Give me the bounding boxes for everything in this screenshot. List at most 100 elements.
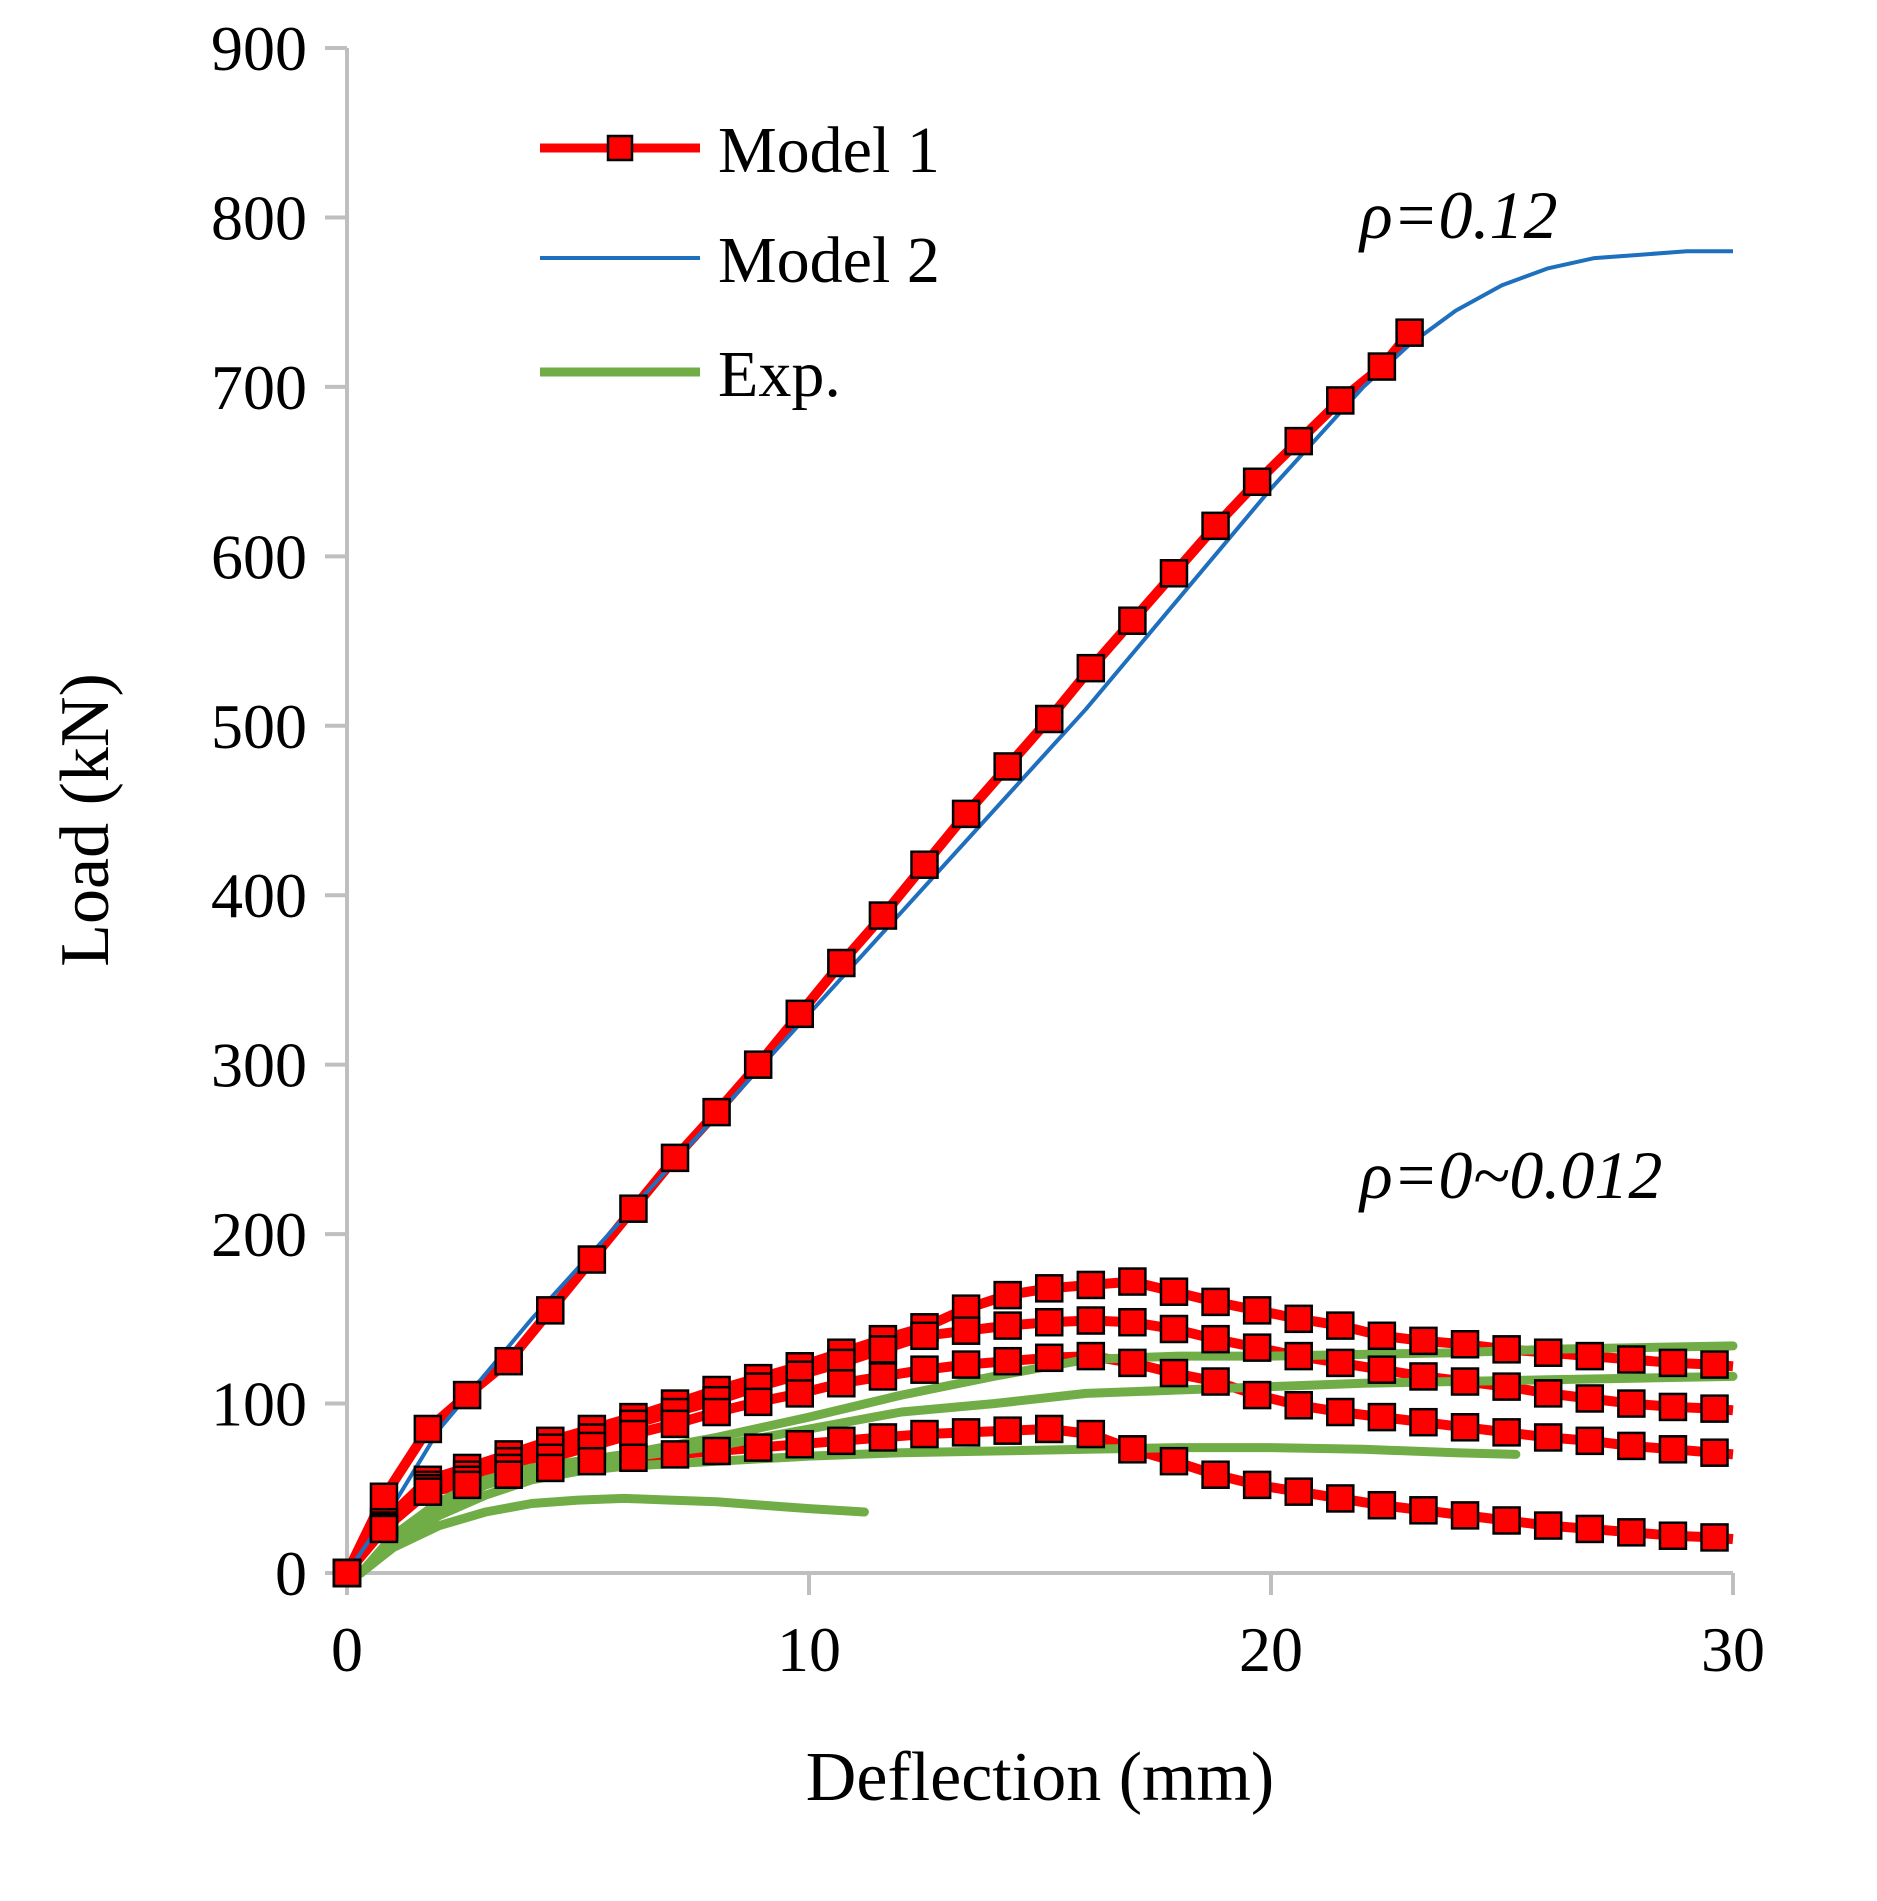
- series-model1-marker: [1492, 1506, 1521, 1535]
- series-model1-marker: [1533, 1511, 1563, 1540]
- series-model1-marker: [743, 1050, 773, 1079]
- series-model1-marker: [702, 1397, 731, 1427]
- series-model1-marker: [1617, 1345, 1646, 1374]
- x-tick-label: 10: [777, 1614, 841, 1685]
- series-model1-marker: [1533, 1338, 1563, 1367]
- series-model1-marker: [536, 1296, 565, 1325]
- series-model1-marker: [743, 1387, 773, 1417]
- series-layer: [332, 249, 1738, 1588]
- series-model1-marker: [660, 1409, 690, 1439]
- series-model1-marker: [993, 1280, 1022, 1310]
- series-model1-marker: [1658, 1521, 1688, 1550]
- y-tick-label: 800: [211, 182, 307, 253]
- series-model1-marker: [1367, 1402, 1397, 1432]
- series-model1-marker: [1242, 1470, 1272, 1500]
- series-model1-marker: [1159, 1358, 1189, 1388]
- series-model1-marker: [827, 1368, 856, 1398]
- series-model1-marker: [1492, 1418, 1521, 1447]
- series-model1-marker: [868, 1335, 898, 1364]
- series-model1-marker: [785, 1379, 815, 1408]
- series-model1-marker: [452, 1470, 482, 1500]
- series-model1-marker: [868, 1423, 898, 1452]
- series-model1-marker: [1450, 1413, 1480, 1442]
- series-model1-marker: [1034, 1307, 1064, 1337]
- series-model1-marker: [494, 1346, 523, 1376]
- series-model1-marker: [827, 948, 856, 978]
- series-model1-marker: [1284, 1304, 1313, 1334]
- series-model1-marker: [1159, 1314, 1189, 1344]
- series-model1-marker: [910, 850, 939, 879]
- series-model1-marker: [619, 1194, 648, 1223]
- series-model1-marker: [1492, 1335, 1521, 1364]
- series-model1-marker: [1700, 1350, 1729, 1379]
- x-axis-title: Deflection (mm): [806, 1739, 1274, 1816]
- series-model1-marker: [1242, 1296, 1272, 1325]
- series-model1-marker: [1492, 1372, 1521, 1401]
- series-model1-marker: [1367, 352, 1397, 381]
- series-model1-marker: [951, 1350, 981, 1379]
- series-model1-marker: [1617, 1518, 1646, 1547]
- series-model1-marker: [1284, 1341, 1313, 1371]
- series-model1-marker: [452, 1380, 482, 1410]
- series-model1-marker: [1076, 1270, 1106, 1300]
- series-model1-marker: [951, 799, 981, 829]
- series-model1-marker: [1367, 1355, 1397, 1384]
- x-tick-label: 0: [331, 1614, 363, 1685]
- series-model1-marker: [369, 1482, 399, 1511]
- series-model1-marker: [413, 1477, 443, 1506]
- series-model1-marker: [785, 1429, 815, 1459]
- series-model1-marker: [1409, 1326, 1438, 1356]
- series-model1-marker: [1076, 1341, 1106, 1371]
- series-model1-marker: [1575, 1384, 1605, 1413]
- series-model1-marker: [1242, 1380, 1272, 1410]
- series-model1-marker: [1284, 1477, 1313, 1506]
- series-model1-marker: [577, 1446, 607, 1476]
- series-model1-marker: [619, 1419, 648, 1449]
- series-model1-marker: [1395, 318, 1424, 347]
- y-tick-label: 0: [275, 1538, 307, 1609]
- series-model1-marker: [660, 1143, 690, 1173]
- series-model1-marker: [1575, 1426, 1605, 1456]
- series-model1-marker: [827, 1426, 856, 1456]
- series-model1-marker: [1450, 1330, 1480, 1359]
- series-model1-marker: [536, 1453, 565, 1483]
- x-tick-label: 30: [1701, 1614, 1765, 1685]
- annotation-rho-high: ρ=0.12: [1358, 177, 1558, 253]
- series-model1-marker: [1700, 1394, 1729, 1423]
- series-model1-marker: [1367, 1490, 1397, 1520]
- series-model1-marker: [1159, 559, 1189, 588]
- series-model1-marker: [1326, 1348, 1355, 1378]
- series-model1-marker: [1409, 1496, 1438, 1525]
- series-model1-marker: [369, 1514, 399, 1544]
- series-model1-marker: [993, 752, 1022, 781]
- series-model1-marker: [1575, 1514, 1605, 1544]
- series-model1-marker: [1700, 1523, 1729, 1552]
- series-model1-marker: [1533, 1379, 1563, 1408]
- y-tick-label: 200: [211, 1199, 307, 1270]
- series-model1-marker: [1409, 1407, 1438, 1437]
- series-model1-marker: [1034, 704, 1064, 734]
- series-model1-marker: [1533, 1423, 1563, 1452]
- legend-label-exp: Exp.: [718, 338, 841, 411]
- legend-marker-model1: [606, 134, 634, 162]
- series-model1-marker: [951, 1316, 981, 1345]
- y-tick-label: 900: [211, 13, 307, 84]
- y-tick-label: 600: [211, 521, 307, 592]
- y-axis-title: Load (kN): [47, 673, 124, 967]
- series-model1-marker: [1034, 1414, 1064, 1444]
- series-model1-marker: [1367, 1321, 1397, 1351]
- series-model1-marker: [1159, 1277, 1189, 1306]
- series-model1-marker: [993, 1346, 1022, 1376]
- series-model1-marker: [1450, 1501, 1480, 1530]
- series-model1-marker: [1118, 1435, 1147, 1464]
- series-model1-marker: [1450, 1367, 1480, 1396]
- series-model1-marker: [1326, 386, 1355, 415]
- legend-label-model1: Model 1: [718, 114, 940, 187]
- series-exp-line: [356, 1493, 869, 1578]
- series-model1-marker: [332, 1558, 362, 1588]
- series-model1-marker: [1326, 1311, 1355, 1340]
- series-model1-marker: [910, 1355, 939, 1384]
- series-model1-marker: [1658, 1348, 1688, 1378]
- series-model1-marker: [1201, 511, 1230, 541]
